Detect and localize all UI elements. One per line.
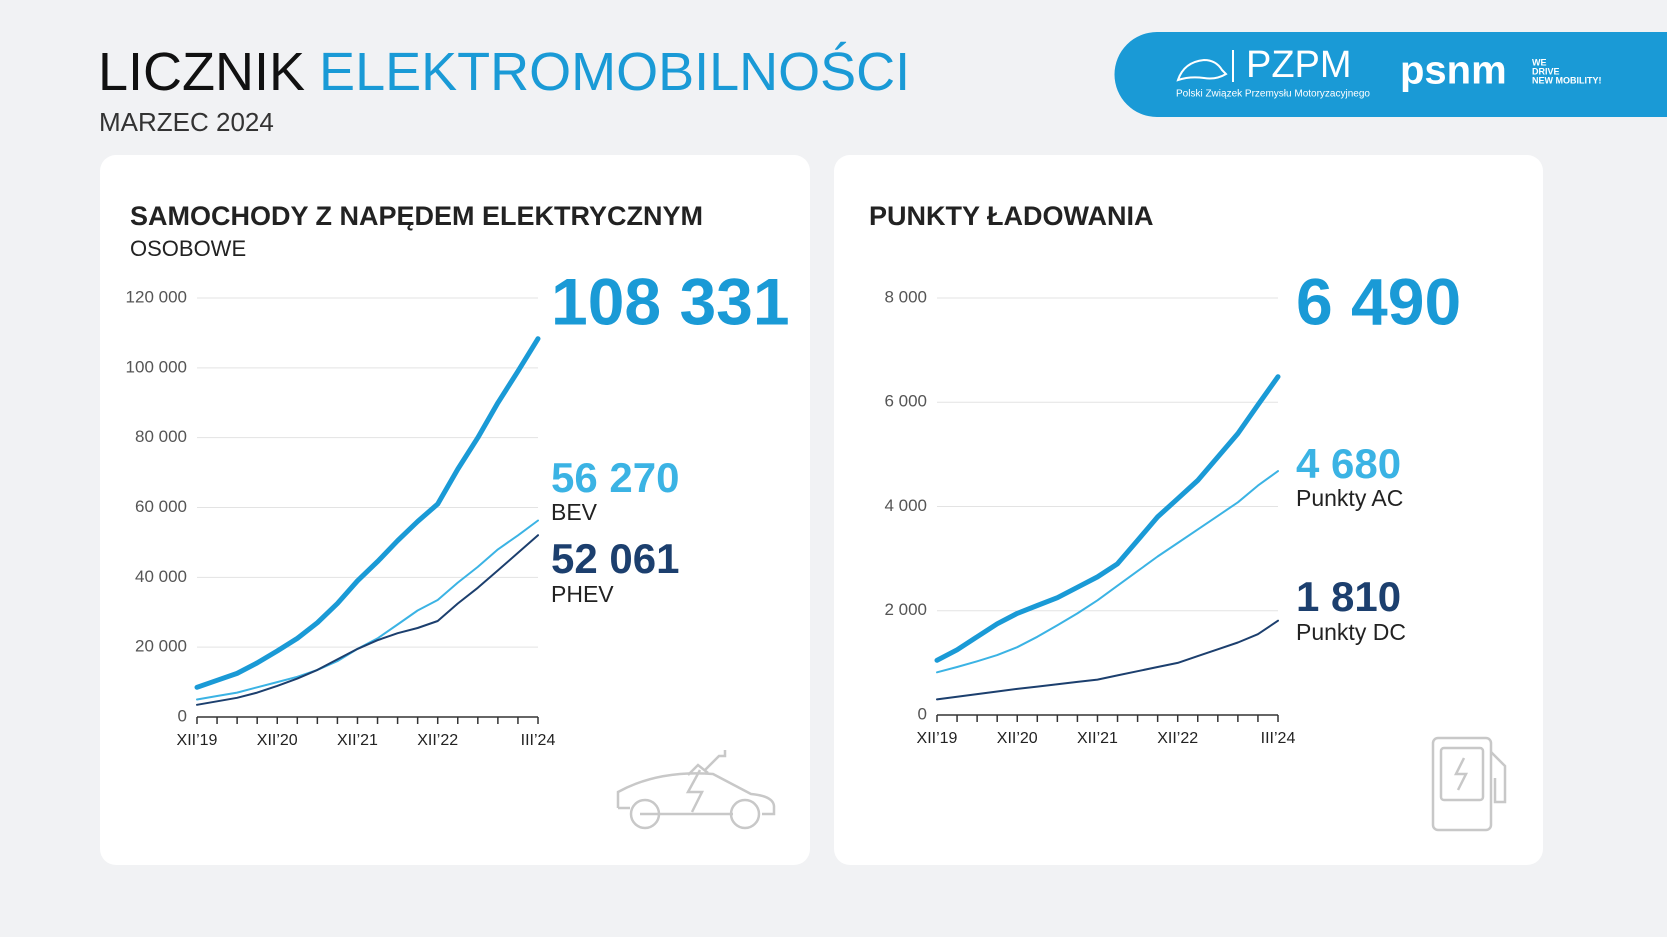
pzpm-icon bbox=[1176, 58, 1228, 82]
y-tick-label: 100 000 bbox=[126, 357, 187, 376]
y-tick-label: 8 000 bbox=[884, 287, 927, 306]
y-tick-label: 6 000 bbox=[884, 392, 927, 411]
series-line bbox=[196, 534, 539, 706]
card bbox=[834, 155, 1543, 865]
series-line bbox=[194, 336, 541, 690]
value-label: 52 061 bbox=[551, 535, 679, 582]
x-tick-label: III’24 bbox=[1261, 730, 1296, 747]
y-tick-label: 40 000 bbox=[135, 567, 187, 586]
series-line bbox=[934, 374, 1281, 663]
card bbox=[100, 155, 810, 865]
car-icon bbox=[616, 750, 776, 830]
logo-bar bbox=[1114, 32, 1667, 117]
title-blue: ELEKTROMOBILNOŚCI bbox=[319, 41, 910, 102]
x-tick-label: XII’22 bbox=[417, 732, 458, 749]
y-tick-label: 0 bbox=[918, 704, 927, 723]
x-tick-label: XII’20 bbox=[997, 730, 1038, 747]
x-tick-label: XII’22 bbox=[1157, 730, 1198, 747]
pzpm-logo: PZPM bbox=[1246, 44, 1352, 86]
psnm-tag: DRIVE bbox=[1532, 66, 1560, 76]
legend-label: Punkty DC bbox=[1296, 619, 1406, 645]
series-line bbox=[936, 619, 1279, 701]
x-tick-label: XII’21 bbox=[337, 732, 378, 749]
y-tick-label: 60 000 bbox=[135, 497, 187, 516]
title-dark: LICZNIK bbox=[98, 42, 305, 102]
chart-title: SAMOCHODY Z NAPĘDEM ELEKTRYCZNYM bbox=[130, 201, 703, 231]
value-label: 1 810 bbox=[1296, 573, 1401, 620]
value-label: 56 270 bbox=[551, 454, 679, 501]
psnm-tag: WE bbox=[1532, 57, 1547, 67]
y-tick-label: 2 000 bbox=[884, 600, 927, 619]
y-tick-label: 120 000 bbox=[126, 287, 187, 306]
pzpm-full: Polski Związek Przemysłu Motoryzacyjnego bbox=[1176, 89, 1370, 100]
value-label: 4 680 bbox=[1296, 440, 1401, 487]
x-tick-label: XII’19 bbox=[917, 730, 958, 747]
x-tick-label: III’24 bbox=[521, 732, 556, 749]
value-label: 6 490 bbox=[1296, 264, 1461, 338]
psnm-tag: NEW MOBILITY! bbox=[1532, 75, 1602, 85]
y-tick-label: 80 000 bbox=[135, 427, 187, 446]
legend-label: PHEV bbox=[551, 581, 614, 607]
chart-title: PUNKTY ŁADOWANIA bbox=[869, 201, 1154, 231]
y-tick-label: 4 000 bbox=[884, 496, 927, 515]
value-label: 108 331 bbox=[551, 264, 790, 338]
legend-label: Punkty AC bbox=[1296, 485, 1403, 511]
x-tick-label: XII’20 bbox=[257, 732, 298, 749]
x-tick-label: XII’19 bbox=[177, 732, 218, 749]
charger-icon bbox=[1431, 736, 1507, 832]
legend-label: BEV bbox=[551, 499, 598, 525]
page-subtitle: MARZEC 2024 bbox=[99, 107, 274, 137]
x-tick-label: XII’21 bbox=[1077, 730, 1118, 747]
y-tick-label: 0 bbox=[178, 706, 187, 725]
y-tick-label: 20 000 bbox=[135, 637, 187, 656]
series-line bbox=[936, 470, 1279, 674]
chart-subtitle: OSOBOWE bbox=[130, 236, 246, 261]
psnm-logo: psnm bbox=[1400, 49, 1507, 93]
page-title: LICZNIK ELEKTROMOBILNOŚCI bbox=[98, 41, 910, 102]
